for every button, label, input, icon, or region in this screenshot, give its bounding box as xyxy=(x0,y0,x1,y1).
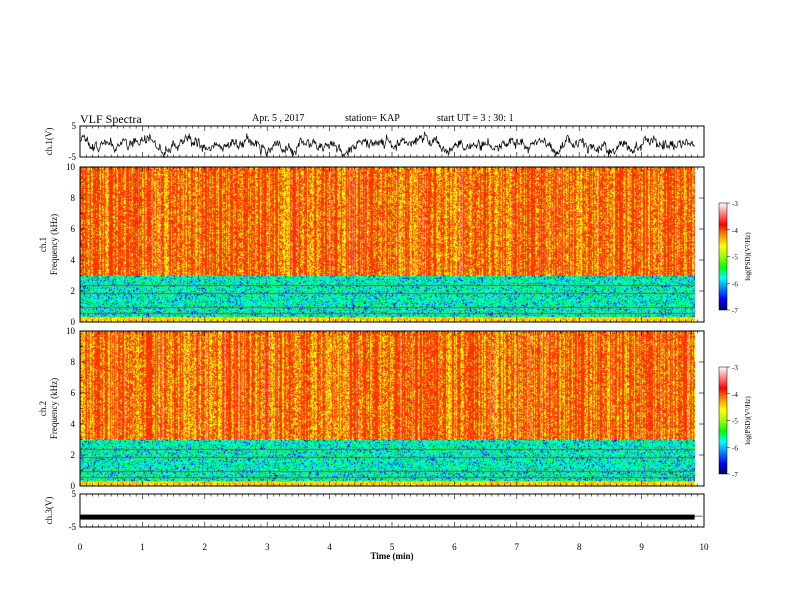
colorbar-tick-label: -3 xyxy=(732,364,738,372)
y-tick-label: -5 xyxy=(69,522,77,532)
y-tick-label: 10 xyxy=(66,162,76,172)
y-tick-label: 6 xyxy=(71,388,76,398)
x-axis-label: Time (min) xyxy=(370,551,413,561)
colorbar-tick-label: -4 xyxy=(732,391,738,399)
colorbar-tick-label: -5 xyxy=(732,254,738,262)
y-tick-label: 10 xyxy=(66,326,76,336)
y-tick-label: 0 xyxy=(71,481,76,491)
y-tick-label: 5 xyxy=(72,489,77,499)
y-tick-label: 2 xyxy=(71,286,76,296)
ch1-spectrogram-ylabel-channel: ch.1 xyxy=(38,237,48,252)
colorbar-tick-label: -5 xyxy=(732,418,738,426)
y-tick-label: 6 xyxy=(71,224,76,234)
x-tick-label: 2 xyxy=(203,542,208,552)
ch1-spectrogram-colorbar xyxy=(718,202,728,311)
ch1-waveform-ylabel: ch.1(V) xyxy=(44,128,54,156)
y-tick-label: 8 xyxy=(71,193,76,203)
ch1-spectrogram-colorbar-label: log(PSD)(V²/Hz) xyxy=(744,232,752,281)
ch1-spectrogram-image xyxy=(80,167,695,322)
ch2-spectrogram-colorbar xyxy=(718,366,728,475)
ch1-trace xyxy=(79,131,695,158)
ch3-waveform-ylabel: ch.3(V) xyxy=(44,497,54,525)
colorbar-tick-label: -7 xyxy=(732,471,738,479)
x-tick-label: 6 xyxy=(452,542,457,552)
ch1-spectrogram-ylabel: Frequency (kHz) xyxy=(49,214,59,275)
y-tick-label: 2 xyxy=(71,450,76,460)
y-tick-label: 0 xyxy=(71,317,76,327)
start-ut-label: start UT = 3 : 30: 1 xyxy=(437,113,514,124)
colorbar-tick-label: -4 xyxy=(732,227,738,235)
x-tick-label: 9 xyxy=(639,542,644,552)
x-tick-label: 0 xyxy=(78,542,83,552)
x-tick-label: 4 xyxy=(327,542,332,552)
ch2-spectrogram-ylabel: Frequency (kHz) xyxy=(49,378,59,439)
station-label: station= KAP xyxy=(345,113,400,124)
ch3-trace xyxy=(80,514,695,520)
y-tick-label: -5 xyxy=(69,152,77,162)
y-tick-label: 8 xyxy=(71,357,76,367)
ch2-spectrogram-colorbar-label: log(PSD)(V²/Hz) xyxy=(744,396,752,445)
colorbar-tick-label: -6 xyxy=(732,444,738,452)
chart-title: VLF Spectra xyxy=(80,112,142,126)
colorbar-tick-label: -3 xyxy=(732,200,738,208)
x-tick-label: 1 xyxy=(140,542,145,552)
x-tick-label: 7 xyxy=(515,542,520,552)
y-tick-label: 4 xyxy=(71,255,76,265)
ch2-spectrogram-image xyxy=(80,331,695,486)
x-tick-label: 8 xyxy=(577,542,582,552)
x-tick-label: 10 xyxy=(700,542,710,552)
colorbar-tick-label: -6 xyxy=(732,280,738,288)
x-tick-label: 5 xyxy=(390,542,395,552)
x-tick-label: 3 xyxy=(265,542,270,552)
ch2-spectrogram-ylabel-channel: ch.2 xyxy=(38,401,48,416)
y-tick-label: 5 xyxy=(72,121,77,131)
y-tick-label: 4 xyxy=(71,419,76,429)
colorbar-tick-label: -7 xyxy=(732,307,738,315)
date-label: Apr. 5 , 2017 xyxy=(252,113,305,124)
